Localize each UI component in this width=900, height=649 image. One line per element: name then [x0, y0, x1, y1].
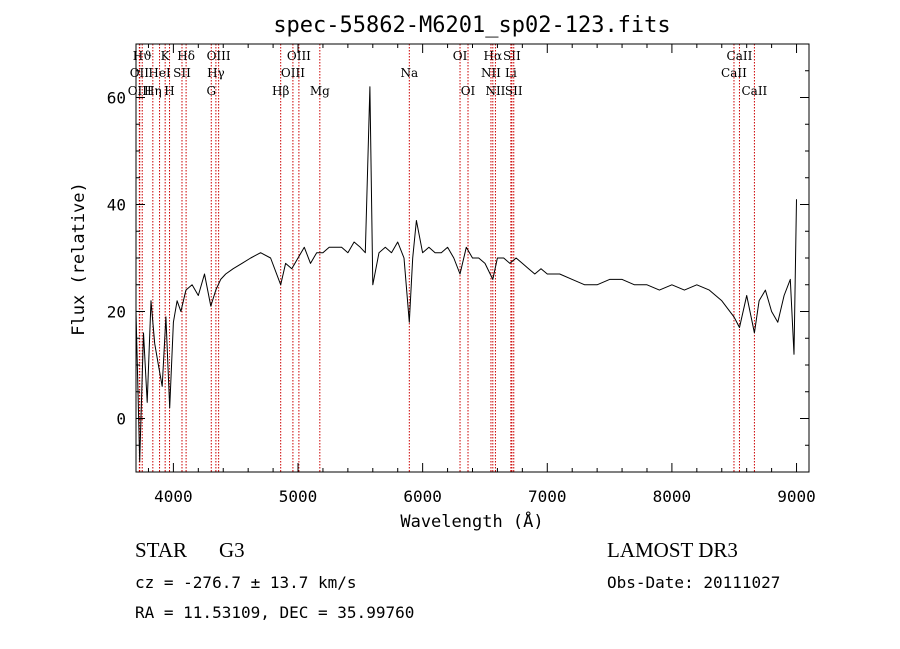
line-marker-label: NII: [485, 84, 505, 98]
line-marker-label: K: [161, 49, 171, 63]
line-marker-layer: Hϑ OII OIII K HeI Hη H SII Hδ OIII Hγ G Hβ OIII OIII Mg…: [128, 44, 768, 472]
observation-date: Obs-Date: 20111027: [607, 573, 781, 592]
y-tick-label: 0: [116, 410, 126, 429]
classification-line: STAR G3: [135, 538, 245, 563]
x-tick-label: 7000: [528, 487, 567, 506]
line-marker-label: Hη: [144, 84, 162, 98]
line-marker-label: OI: [461, 84, 476, 98]
object-subclass: G3: [219, 538, 245, 562]
x-tick-label: 6000: [403, 487, 442, 506]
line-marker-label: OII: [130, 66, 150, 80]
object-class: STAR: [135, 538, 187, 562]
line-marker-label: H: [164, 84, 174, 98]
line-marker-label: HeI: [148, 66, 171, 80]
line-marker-label: OIII: [128, 84, 152, 98]
line-marker-label: SII: [503, 49, 521, 63]
spectrum-layer: [135, 86, 797, 462]
line-marker-label: Hβ: [272, 84, 289, 98]
x-axis-label: Wavelength (Å): [400, 510, 543, 532]
line-marker-label: Hδ: [177, 49, 195, 63]
redshift-value: cz = -276.7 ± 13.7 km/s: [135, 573, 357, 592]
y-tick-label: 60: [107, 89, 126, 108]
line-marker-label: Hγ: [207, 66, 225, 80]
line-marker-label: CaII: [727, 49, 753, 63]
axis-layer: 4000 5000 6000 7000 8000 9000 0 20 40 60: [107, 43, 816, 506]
line-marker-label: Li: [505, 66, 517, 80]
line-marker-label: OIII: [207, 49, 231, 63]
line-marker-label: G: [206, 84, 216, 98]
line-marker-label: Na: [400, 66, 418, 80]
y-tick-label: 20: [107, 303, 126, 322]
line-marker-label: Hϑ: [133, 49, 152, 63]
line-marker-label: Hα: [484, 49, 503, 63]
x-tick-label: 9000: [777, 487, 816, 506]
line-marker-label: CaII: [721, 66, 747, 80]
x-tick-label: 8000: [653, 487, 692, 506]
x-tick-label: 5000: [279, 487, 318, 506]
line-marker-label: NII: [481, 66, 501, 80]
line-marker-label: OIII: [287, 49, 311, 63]
series-line-0: [135, 86, 797, 462]
coordinates: RA = 11.53109, DEC = 35.99760: [135, 603, 415, 622]
line-marker-label: CaII: [741, 84, 767, 98]
y-axis-label: Flux (relative): [69, 182, 89, 336]
x-tick-label: 4000: [154, 487, 193, 506]
survey-label: LAMOST DR3: [607, 538, 738, 562]
line-marker-label: OIII: [281, 66, 305, 80]
line-marker-label: Mg: [310, 84, 330, 98]
chart-title: spec-55862-M6201_sp02-123.fits: [273, 13, 670, 38]
line-marker-label: SII: [173, 66, 191, 80]
line-marker-label: OI: [453, 49, 468, 63]
y-tick-label: 40: [107, 196, 126, 215]
line-marker-label: SII: [505, 84, 523, 98]
